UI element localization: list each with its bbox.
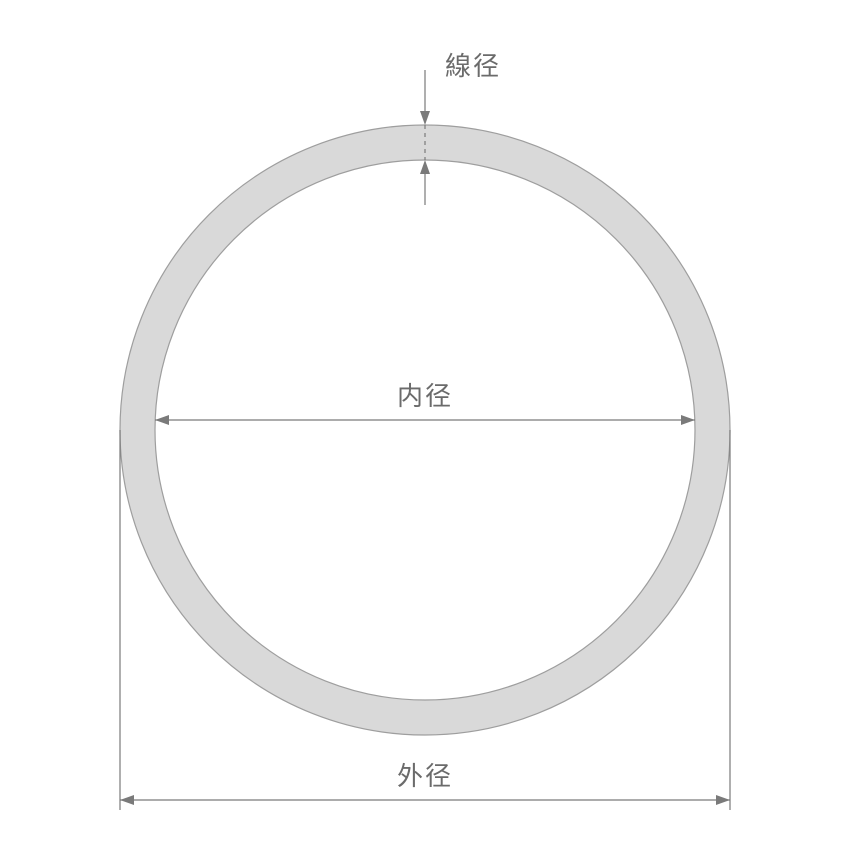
ring-inner-circle	[155, 160, 695, 700]
outer-diameter-label: 外径	[397, 761, 453, 791]
outer-diameter-arrow-right	[716, 795, 730, 805]
wire-diameter-label: 線径	[445, 51, 501, 81]
outer-diameter-arrow-left	[120, 795, 134, 805]
inner-diameter-label: 内径	[397, 381, 453, 411]
wire-diameter-arrow-top	[420, 111, 430, 125]
